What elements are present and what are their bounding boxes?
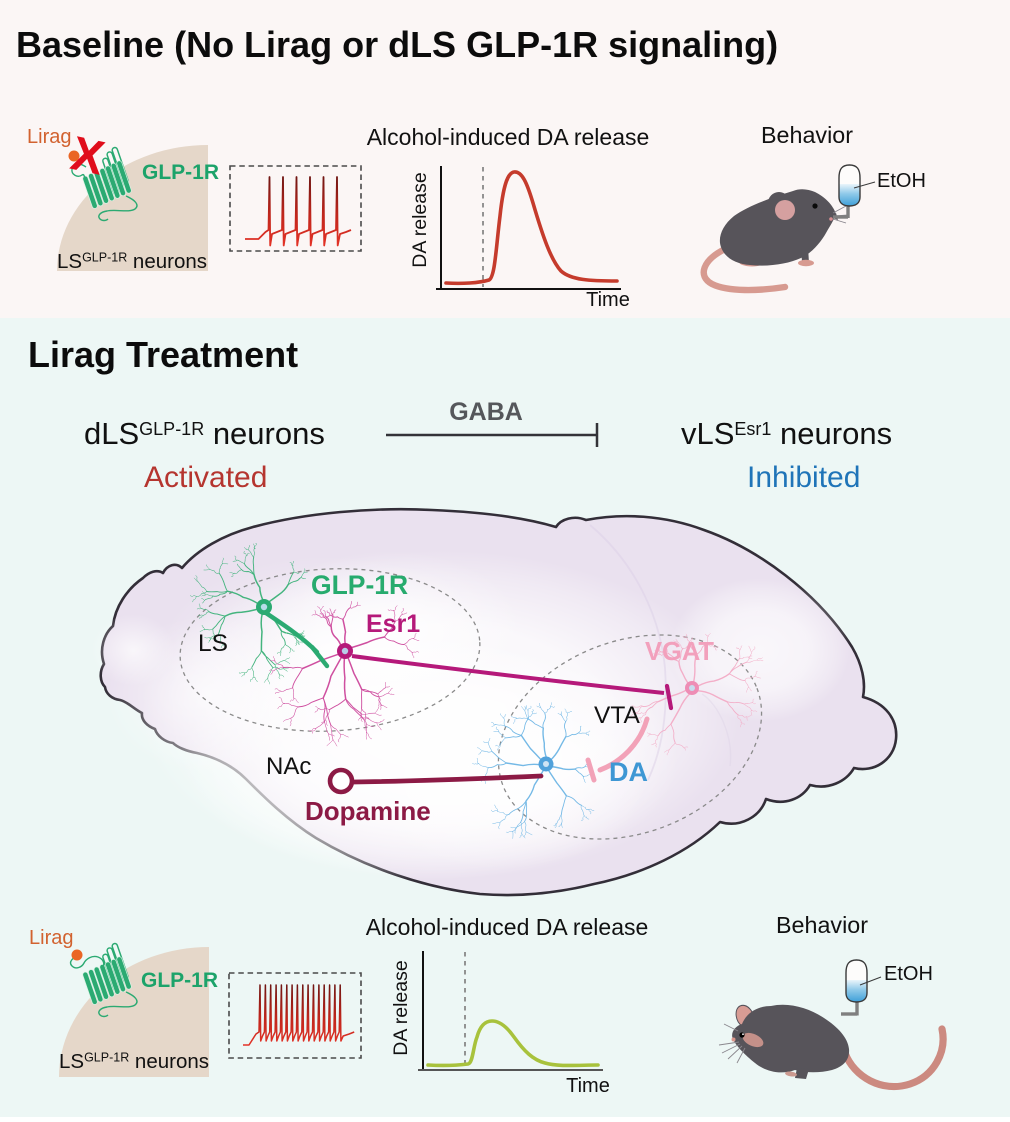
- svg-text:Esr1: Esr1: [366, 610, 420, 638]
- svg-text:LSGLP-1R neurons: LSGLP-1R neurons: [57, 250, 207, 273]
- svg-text:DA: DA: [609, 757, 648, 787]
- svg-text:Behavior: Behavior: [761, 122, 853, 148]
- svg-text:LSGLP-1R neurons: LSGLP-1R neurons: [59, 1050, 209, 1073]
- svg-text:GLP-1R: GLP-1R: [311, 570, 408, 600]
- svg-text:EtOH: EtOH: [877, 170, 926, 192]
- svg-text:DA release: DA release: [390, 960, 412, 1055]
- svg-text:Time: Time: [566, 1075, 610, 1097]
- svg-text:DA release: DA release: [409, 172, 431, 267]
- svg-text:GLP-1R: GLP-1R: [142, 161, 219, 184]
- svg-text:Alcohol-induced DA release: Alcohol-induced DA release: [367, 124, 650, 150]
- svg-text:VGAT: VGAT: [645, 638, 714, 666]
- svg-text:Lirag: Lirag: [27, 126, 71, 148]
- svg-text:Dopamine: Dopamine: [305, 796, 431, 826]
- svg-text:Lirag Treatment: Lirag Treatment: [28, 334, 298, 375]
- svg-text:VTA: VTA: [594, 702, 640, 729]
- svg-text:EtOH: EtOH: [884, 963, 933, 985]
- svg-text:dLSGLP-1R neurons: dLSGLP-1R neurons: [84, 416, 325, 451]
- svg-text:Baseline (No Lirag or dLS GLP-: Baseline (No Lirag or dLS GLP-1R signali…: [16, 24, 778, 65]
- svg-text:Alcohol-induced DA release: Alcohol-induced DA release: [366, 914, 649, 940]
- svg-text:Inhibited: Inhibited: [747, 461, 860, 494]
- svg-text:Time: Time: [586, 289, 630, 311]
- svg-text:GABA: GABA: [449, 398, 523, 426]
- svg-text:vLSEsr1 neurons: vLSEsr1 neurons: [681, 416, 892, 451]
- svg-text:NAc: NAc: [266, 753, 311, 780]
- svg-text:Behavior: Behavior: [776, 912, 868, 938]
- svg-text:GLP-1R: GLP-1R: [141, 969, 218, 992]
- svg-text:LS: LS: [198, 630, 228, 657]
- svg-text:Lirag: Lirag: [29, 927, 73, 949]
- svg-text:Activated: Activated: [144, 461, 267, 494]
